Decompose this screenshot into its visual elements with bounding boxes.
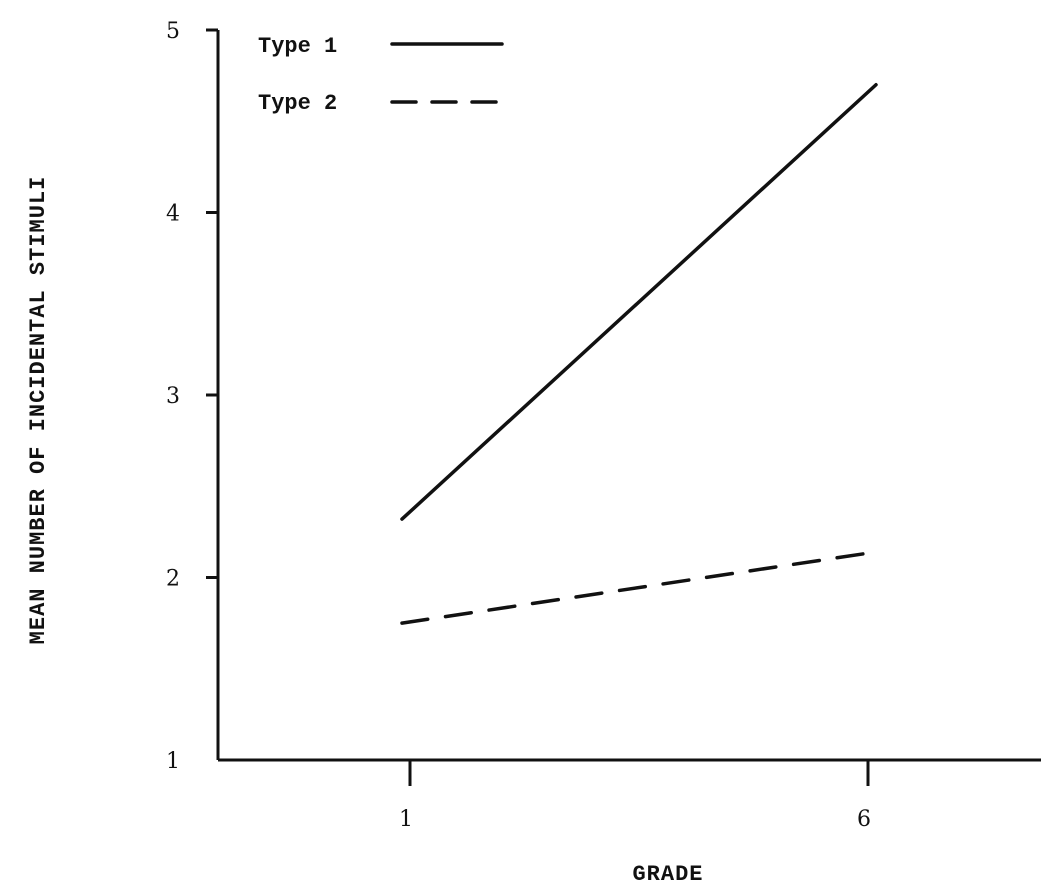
series-group <box>400 83 878 625</box>
y-tick-label-4: 4 <box>166 202 180 227</box>
y-tick-label-5: 5 <box>166 19 180 44</box>
x-tick-label-6: 6 <box>857 807 871 832</box>
y-tick-label-2: 2 <box>166 567 180 592</box>
y-tick-label-3: 3 <box>166 384 180 409</box>
series-line-type-1 <box>400 83 878 521</box>
series-line-type-2 <box>400 550 878 625</box>
legend-label-type-2: Type 2 <box>258 91 337 116</box>
y-axis-title: MEAN NUMBER OF INCIDENTAL STIMULI <box>26 176 51 645</box>
x-tick-label-1: 1 <box>399 807 413 832</box>
y-ticks: 1 2 3 4 5 <box>166 19 218 774</box>
legend: Type 1 Type 2 <box>258 34 504 116</box>
y-tick-label-1: 1 <box>166 749 180 774</box>
legend-label-type-1: Type 1 <box>258 34 337 59</box>
x-axis-title: GRADE <box>632 862 703 887</box>
